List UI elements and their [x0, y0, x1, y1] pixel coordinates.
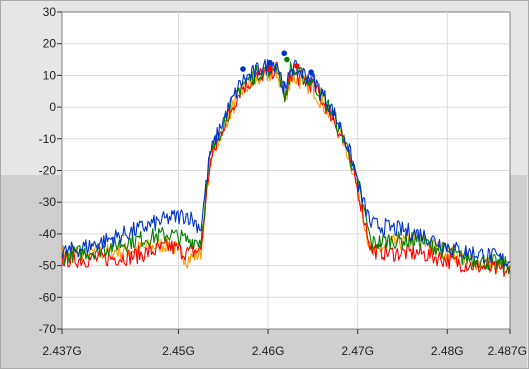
- peak-markers: [240, 50, 314, 76]
- y-tick-label: -60: [39, 290, 57, 304]
- peak-marker: [281, 50, 288, 57]
- x-tick-label: 2.48G: [431, 344, 464, 358]
- x-tick-label: 2.45G: [162, 344, 195, 358]
- x-tick-label: 2.487G: [488, 344, 527, 358]
- y-tick-label: -20: [39, 164, 57, 178]
- peak-marker: [267, 59, 273, 66]
- y-tick-label: -40: [39, 227, 57, 241]
- x-tick-label: 2.437G: [42, 344, 81, 358]
- y-tick-label: 20: [43, 37, 57, 51]
- series-lines: [61, 59, 511, 277]
- series-line-2: [61, 60, 511, 275]
- x-tick-label: 2.47G: [341, 344, 374, 358]
- peak-marker: [267, 66, 273, 72]
- x-tick-label: 2.46G: [252, 344, 285, 358]
- series-line-1: [61, 61, 511, 277]
- series-line-3: [61, 59, 511, 267]
- series-line-0: [61, 64, 511, 275]
- y-tick-label: 0: [49, 100, 56, 114]
- peak-marker: [240, 66, 246, 72]
- y-tick-label: -70: [39, 322, 57, 336]
- y-tick-label: 30: [43, 5, 57, 19]
- y-tick-label: -30: [39, 195, 57, 209]
- y-tick-label: -50: [39, 259, 57, 273]
- peak-marker: [284, 56, 290, 63]
- y-tick-label: 10: [43, 68, 57, 82]
- x-axis: 2.437G 2.45G 2.46G 2.47G 2.48G 2.487G: [42, 329, 527, 358]
- y-axis: 30 20 10 0 -10 -20 -30 -40 -50 -60 -70: [39, 5, 62, 336]
- peak-marker: [308, 69, 314, 76]
- y-tick-label: -10: [39, 132, 57, 146]
- peak-marker: [293, 63, 300, 69]
